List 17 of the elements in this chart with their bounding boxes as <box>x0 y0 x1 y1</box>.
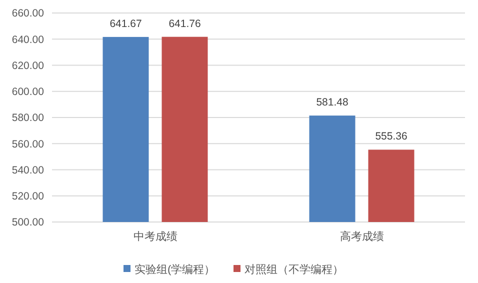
data-label: 641.67 <box>110 18 142 30</box>
y-tick-label: 640.00 <box>12 34 44 46</box>
data-label: 581.48 <box>316 96 348 109</box>
legend-label: 对照组（不学编程） <box>244 262 344 276</box>
y-tick-label: 660.00 <box>12 8 44 20</box>
y-tick-label: 500.00 <box>12 216 44 229</box>
y-tick-label: 520.00 <box>12 190 44 203</box>
x-tick-label: 高考成绩 <box>340 230 384 243</box>
y-tick-label: 560.00 <box>12 138 44 150</box>
y-tick-label: 540.00 <box>12 164 44 176</box>
x-tick-label: 中考成绩 <box>133 230 178 243</box>
data-label: 641.76 <box>168 18 201 30</box>
data-label: 555.36 <box>375 130 408 143</box>
y-tick-label: 600.00 <box>12 86 44 98</box>
y-tick-label: 620.00 <box>12 60 44 72</box>
y-tick-label: 580.00 <box>12 112 44 124</box>
legend-label: 实验组(学编程） <box>134 262 216 276</box>
